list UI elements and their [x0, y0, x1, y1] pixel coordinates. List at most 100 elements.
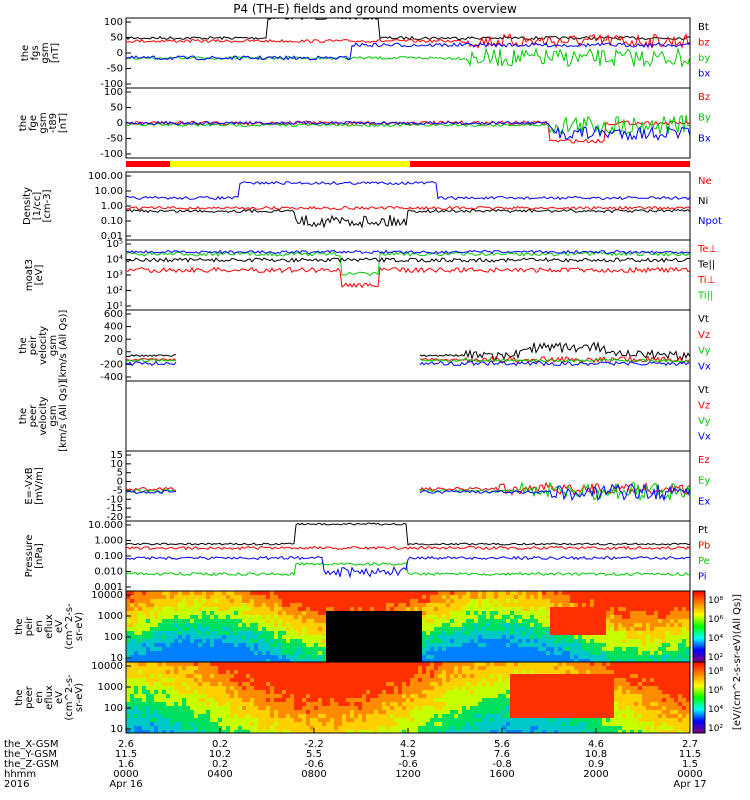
spectrogram-cell	[354, 666, 358, 670]
spectrogram-cell	[466, 662, 470, 666]
spectrogram-cell	[526, 718, 530, 722]
spectrogram-cell	[550, 690, 554, 694]
spectrogram-cell	[226, 651, 230, 655]
spectrogram-cell	[526, 603, 530, 607]
spectrogram-cell	[478, 643, 482, 647]
spectrogram-cell	[262, 694, 266, 698]
spectrogram-cell	[174, 730, 178, 733]
spectrogram-cell	[238, 639, 242, 643]
spectrogram-cell	[186, 595, 190, 599]
spectrogram-cell	[434, 666, 438, 670]
spectrogram-cell	[318, 690, 322, 694]
spectrogram-cell	[598, 643, 602, 647]
spectrogram-cell	[286, 651, 290, 655]
spectrogram-cell	[554, 690, 558, 694]
spectrogram-cell	[446, 670, 450, 674]
spectrogram-cell	[330, 615, 334, 619]
spectrogram-cell	[338, 726, 342, 730]
spectrogram-cell	[434, 706, 438, 710]
spectrogram-cell	[530, 682, 534, 686]
spectrogram-cell	[130, 682, 134, 686]
spectrogram-cell	[286, 643, 290, 647]
spectrogram-cell	[474, 603, 478, 607]
spectrogram-cell	[150, 678, 154, 682]
spectrogram-cell	[238, 666, 242, 670]
spectrogram-cell	[334, 702, 338, 706]
spectrogram-cell	[214, 730, 218, 733]
spectrogram-cell	[550, 595, 554, 599]
spectrogram-cell	[538, 615, 542, 619]
spectrogram-cell	[182, 631, 186, 635]
spectrogram-cell	[194, 635, 198, 639]
spectrogram-cell	[542, 702, 546, 706]
spectrogram-cell	[638, 591, 642, 595]
spectrogram-cell	[142, 651, 146, 655]
spectrogram-cell	[290, 718, 294, 722]
spectrogram-cell	[138, 611, 142, 615]
spectrogram-cell	[254, 639, 258, 643]
spectrogram-cell	[342, 639, 346, 643]
spectrogram-cell	[318, 678, 322, 682]
spectrogram-cell	[306, 615, 310, 619]
spectrogram-cell	[506, 698, 510, 702]
spectrogram-cell	[378, 651, 382, 655]
spectrogram-cell	[542, 627, 546, 631]
spectrogram-cell	[578, 730, 582, 733]
spectrogram-cell	[266, 627, 270, 631]
spectrogram-cell	[418, 651, 422, 655]
spectrogram-cell	[270, 670, 274, 674]
spectrogram-cell	[574, 595, 578, 599]
spectrogram-cell	[594, 666, 598, 670]
spectrogram-cell	[166, 674, 170, 678]
spectrogram-cell	[330, 647, 334, 651]
spectrogram-cell	[554, 591, 558, 595]
spectrogram-cell	[562, 651, 566, 655]
spectrogram-cell	[270, 659, 274, 662]
spectrogram-cell	[410, 591, 414, 595]
spectrogram-cell	[366, 694, 370, 698]
spectrogram-cell	[294, 611, 298, 615]
spectrogram-cell	[218, 655, 222, 659]
spectrogram-cell	[526, 714, 530, 718]
spectrogram-cell	[350, 670, 354, 674]
spectrogram-cell	[274, 666, 278, 670]
spectrogram-cell	[646, 635, 650, 639]
spectrogram-cell	[302, 698, 306, 702]
spectrogram-cell	[194, 670, 198, 674]
spectrogram-cell	[502, 674, 506, 678]
spectrogram-cell	[454, 718, 458, 722]
spectrogram-cell	[206, 678, 210, 682]
spectrogram-cell	[342, 694, 346, 698]
spectrogram-cell	[326, 662, 330, 666]
spectrogram-cell	[642, 591, 646, 595]
spectrogram-cell	[606, 686, 610, 690]
spectrogram-cell	[274, 690, 278, 694]
spectrogram-cell	[422, 678, 426, 682]
spectrogram-cell	[138, 694, 142, 698]
spectrogram-cell	[306, 678, 310, 682]
spectrogram-cell	[474, 698, 478, 702]
spectrogram-cell	[478, 718, 482, 722]
spectrogram-cell	[198, 655, 202, 659]
spectrogram-cell	[150, 718, 154, 722]
spectrogram-cell	[554, 694, 558, 698]
spectrogram-cell	[626, 627, 630, 631]
spectrogram-cell	[182, 647, 186, 651]
spectrogram-cell	[618, 603, 622, 607]
spectrogram-cell	[446, 694, 450, 698]
spectrogram-cell	[222, 651, 226, 655]
spectrogram-cell	[158, 631, 162, 635]
spectrogram-cell	[310, 623, 314, 627]
spectrogram-cell	[366, 678, 370, 682]
spectrogram-cell	[550, 706, 554, 710]
spectrogram-cell	[150, 591, 154, 595]
spectrogram-cell	[182, 714, 186, 718]
spectrogram-cell	[390, 694, 394, 698]
spectrogram-cell	[142, 670, 146, 674]
spectrogram-cell	[442, 674, 446, 678]
spectrogram-cell	[270, 662, 274, 666]
spectrogram-cell	[614, 710, 618, 714]
spectrogram-cell	[470, 666, 474, 670]
y-tick-label: 10⁴	[106, 255, 123, 266]
y-tick-label: 1.000	[94, 536, 123, 547]
